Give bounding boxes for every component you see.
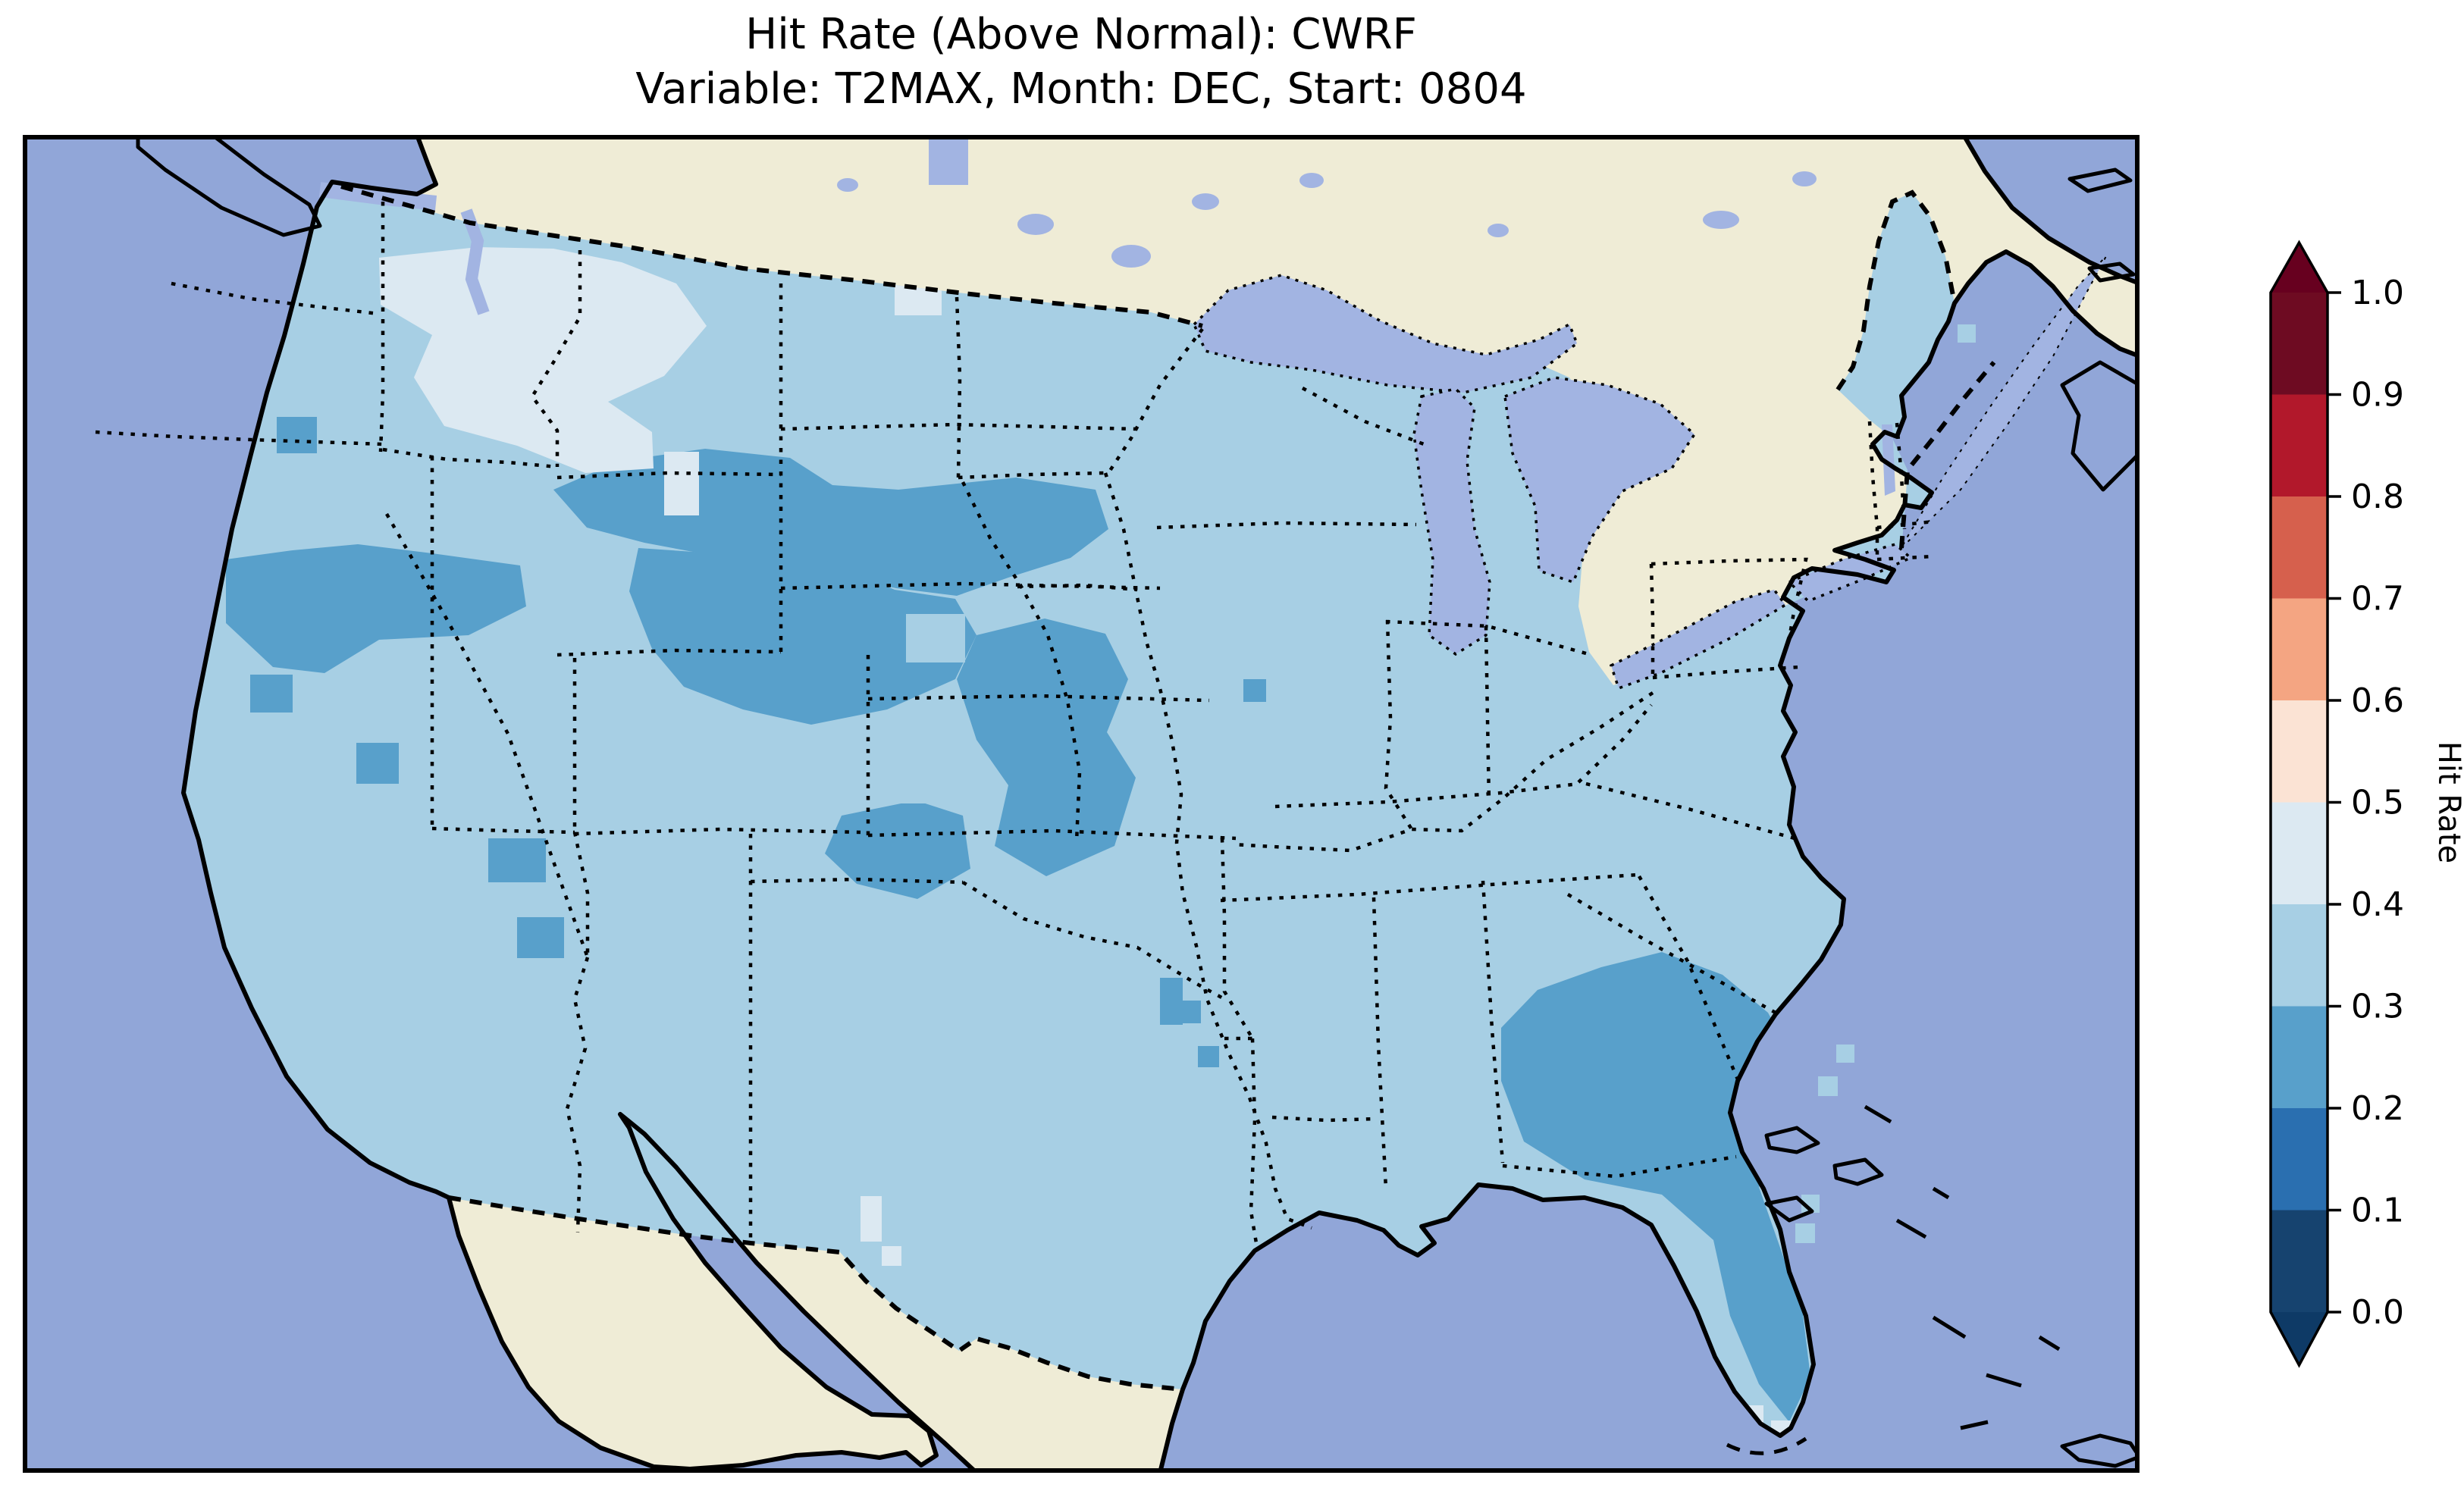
colorbar-tick-label: 0.5: [2351, 784, 2404, 822]
colorbar-bin-9: [2271, 1210, 2328, 1313]
canada-lake-8: [1487, 224, 1509, 237]
map-axes: [23, 135, 2140, 1473]
colorbar-tick-label: 0.4: [2351, 885, 2404, 924]
canada-lake-3: [1192, 193, 1219, 210]
patch-dark-arkansas-cell-b: [1181, 1001, 1201, 1023]
patch-dark-w-montana: [277, 417, 317, 453]
strait-juan-de-fuca: [318, 182, 437, 211]
colorbar-bin-8: [2271, 1108, 2328, 1211]
us-hit-rate-map: [23, 135, 2140, 1473]
pacific-ocean: [23, 135, 977, 1473]
us-canada-border-east: [1899, 361, 1996, 549]
colorbar-tick-label: 0.8: [2351, 478, 2404, 516]
canada-lake-5: [1703, 211, 1739, 229]
canada-lake-6: [1792, 171, 1817, 186]
colorbar-axis-label: Hit Rate: [2431, 741, 2464, 863]
patch-pale-montana-idaho: [379, 247, 707, 473]
vancouver-island: [136, 135, 322, 237]
us-canada-border: [340, 184, 1203, 328]
figure-title: Hit Rate (Above Normal): CWRF Variable: …: [23, 8, 2140, 116]
state-borders: [95, 202, 1934, 1248]
patch-pale-wyoming-col: [664, 452, 699, 515]
colorbar-svg: 1.0 0.9 0.8 0.7 0.6 0.5 0.4 0.3 0.2 0.1 0.0 Hit Rat…: [2269, 240, 2464, 1368]
colorbar-tick-label: 0.9: [2351, 376, 2404, 415]
us-mexico-border: [448, 1195, 1183, 1392]
patch-dark-texas-cell: [1198, 1046, 1219, 1067]
colorbar-tick-label: 1.0: [2351, 274, 2404, 312]
canada-lake-7: [837, 178, 858, 192]
country-borders: [340, 184, 1996, 1392]
patch-hole-1: [906, 614, 965, 662]
patch-pale-s-texas-2: [882, 1246, 901, 1266]
patch-dark-arkansas-cell-a: [1160, 978, 1183, 1025]
patch-hole-2: [878, 740, 951, 803]
colorbar-bin-0: [2271, 293, 2328, 395]
colorbar: 1.0 0.9 0.8 0.7 0.6 0.5 0.4 0.3 0.2 0.1 0.0 Hit Rat…: [2240, 227, 2464, 1398]
colorbar-bin-4: [2271, 700, 2328, 803]
maine-canada-border: [1835, 189, 1957, 391]
patch-dark-utah-2: [488, 838, 546, 882]
st-lawrence-river: [1901, 255, 2107, 549]
patch-dark-illinois-cell: [1243, 679, 1266, 702]
colorbar-arrow-under: [2271, 1312, 2328, 1365]
patch-dark-colorado-kansas: [825, 800, 970, 899]
colorbar-tick-label: 0.7: [2351, 580, 2404, 619]
lake-champlain: [1882, 424, 1895, 496]
patch-dark-nevada-s: [250, 675, 293, 713]
colorbar-tick-label: 0.6: [2351, 681, 2404, 720]
figure-title-line1: Hit Rate (Above Normal): CWRF: [745, 10, 1417, 59]
lake-erie: [1609, 587, 1788, 691]
puget-sound: [460, 208, 490, 315]
colorbar-bin-3: [2271, 598, 2328, 701]
colorbar-bin-5: [2271, 802, 2328, 905]
colorbar-tick-label: 0.2: [2351, 1089, 2404, 1128]
lake-huron: [1503, 376, 1697, 584]
hit-rate-patches: [226, 247, 1810, 1436]
patch-dark-central-east: [957, 619, 1136, 876]
canada-lake-2: [1111, 245, 1151, 268]
colorbar-bin-1: [2271, 394, 2328, 497]
gulf-atlantic-coastline: [1158, 249, 2140, 1473]
colorbar-tick-label: 0.1: [2351, 1192, 2404, 1230]
lake-superior: [1192, 274, 1579, 394]
lake-michigan: [1412, 387, 1491, 656]
map-frame: [23, 135, 2140, 1473]
prince-edward-island: [2087, 262, 2136, 283]
bahamas-islands: [1764, 1104, 1950, 1239]
colorbar-bin-6: [2271, 904, 2328, 1007]
lake-winnipeg-edge: [929, 135, 968, 185]
great-lakes: [318, 135, 2107, 691]
patch-dark-utah-3: [517, 917, 564, 958]
patch-pale-s-texas-1: [861, 1196, 882, 1242]
colorbar-tick-label: 0.3: [2351, 988, 2404, 1026]
patch-dark-utah-1: [356, 743, 399, 784]
colorbar-bin-2: [2271, 496, 2328, 599]
florida-keys: [1726, 1436, 1807, 1455]
figure-title-line2: Variable: T2MAX, Month: DEC, Start: 0804: [635, 64, 1527, 114]
colorbar-bin-7: [2271, 1006, 2328, 1109]
patch-dark-central-mid: [629, 548, 977, 725]
colorbar-tick-label: 0.0: [2351, 1293, 2404, 1332]
nova-scotia: [2060, 360, 2140, 492]
cuba-and-caribbean: [1932, 1315, 2140, 1468]
patch-dark-oregon-nevada: [226, 544, 526, 673]
anticosti-island: [2067, 168, 2133, 193]
canada-lake-4: [1299, 173, 1324, 188]
colorbar-arrow-over: [2271, 243, 2328, 293]
canada-lake-1: [1017, 214, 1054, 235]
pacific-coastline: [181, 135, 979, 1473]
